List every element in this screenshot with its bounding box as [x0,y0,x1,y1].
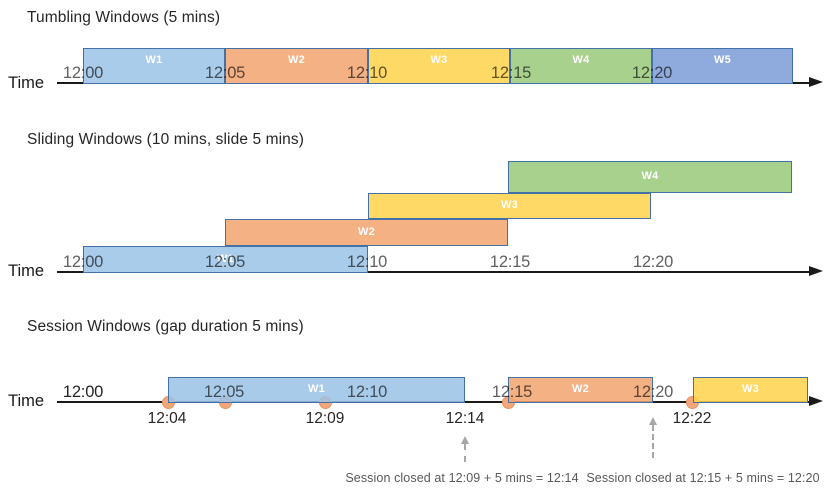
tick-label: 12:15 [490,64,532,82]
event-time-label: 12:14 [445,410,485,427]
window-box-w3 [368,48,510,84]
window-label-w4: W4 [572,54,590,66]
tick-label: 12:00 [62,383,104,401]
window-label-w5: W5 [713,54,732,66]
window-box-w1 [83,48,225,84]
window-label-w2: W2 [357,225,376,238]
window-box-w2 [225,48,368,84]
tick-label: 12:05 [203,383,245,401]
window-label-w3: W3 [430,54,448,66]
time-axis-label: Time [8,392,45,410]
tick-label: 12:00 [62,64,104,82]
tick-label: 12:10 [346,64,388,82]
dashed-up-arrow-head [648,417,657,425]
time-axis-arrowhead [809,77,823,87]
window-label-w2: W2 [571,383,590,395]
tick-label: 12:05 [204,64,246,82]
window-label-w1: W1 [307,383,326,395]
window-box-w1 [168,377,465,403]
time-axis-arrowhead [809,266,823,276]
time-axis-label: Time [8,74,45,92]
window-box-w4 [510,48,652,84]
tick-label: 12:20 [632,383,674,401]
section-title: Sliding Windows (10 mins, slide 5 mins) [27,131,304,148]
section-title: Tumbling Windows (5 mins) [27,9,221,26]
event-time-label: 12:09 [305,410,345,427]
window-box-w3 [693,377,808,403]
window-label-w3: W3 [500,199,519,211]
dashed-up-arrow-stem [652,425,654,458]
time-axis-label: Time [8,262,45,280]
window-label-w3: W3 [741,383,760,395]
window-label-w4: W4 [641,170,659,182]
dashed-up-arrow-stem [464,444,466,462]
section-title: Session Windows (gap duration 5 mins) [27,318,304,335]
event-time-label: 12:04 [147,410,187,427]
window-box-w2 [225,219,508,246]
tick-label: 12:10 [346,253,388,271]
window-box-w1 [83,246,368,273]
window-box-w4 [508,161,792,193]
window-box-w5 [652,48,793,84]
session-closed-note: Session closed at 12:09 + 5 mins = 12:14 [345,471,579,485]
tick-label: 12:00 [62,253,104,271]
window-box-w3 [368,193,651,219]
tick-label: 12:15 [491,383,533,401]
event-time-label: 12:22 [672,410,712,427]
tick-label: 12:15 [489,253,531,271]
time-axis-line [57,271,809,273]
tick-label: 12:05 [204,253,246,271]
tick-label: 12:10 [346,383,388,401]
tick-label: 12:20 [632,253,674,271]
tick-label: 12:20 [631,64,673,82]
window-label-w1: W1 [145,54,163,66]
dashed-up-arrow-head [460,436,469,444]
time-axis-arrowhead [809,396,823,406]
window-label-w1: W1 [216,252,235,265]
window-box-w2 [508,377,653,403]
session-closed-note: Session closed at 12:15 + 5 mins = 12:20 [586,471,820,485]
window-label-w2: W2 [287,54,306,66]
